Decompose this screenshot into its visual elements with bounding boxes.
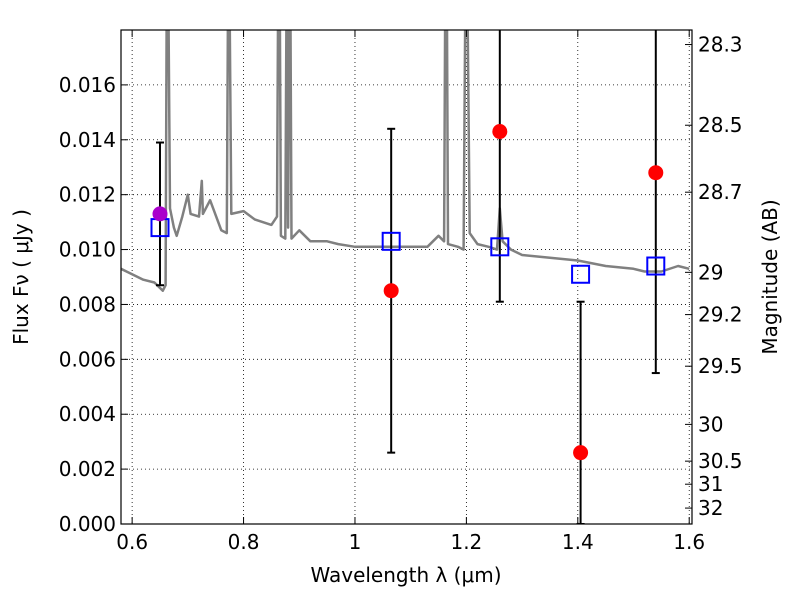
right-tick-label: 28.5 [698,113,743,137]
spectrum-line [121,30,690,292]
y-tick-label: 0.012 [59,183,116,207]
x-tick-label: 1.6 [673,530,705,554]
x-tick-label: 1.4 [562,530,594,554]
model-square-point [490,237,510,257]
x-tick-label: 0.8 [228,530,260,554]
y-tick-label: 0.000 [59,512,116,536]
plot-area [121,30,690,524]
x-tick-label: 1 [349,530,362,554]
right-tick-label: 29.2 [698,303,743,327]
right-tick-label: 29 [698,260,723,284]
right-axis-title: Magnitude (AB) [758,199,782,354]
model-square-point [646,256,666,276]
y-tick-label: 0.010 [59,238,116,262]
model-square-point [381,231,401,251]
observed-point [152,206,168,222]
y-tick-label: 0.016 [59,73,116,97]
axis-ticks: 0.6 0.8 1 1.2 1.4 1.6 0.000 0.002 0.004 0.006 0.00… [59,30,743,554]
x-tick-label: 1.2 [450,530,482,554]
right-tick-label: 28.7 [698,180,743,204]
right-tick-label: 30.5 [698,449,743,473]
observed-point [492,124,508,140]
markers [150,124,666,461]
y-axis-title: Flux Fν ( μJy ) [9,209,33,345]
x-tick-label: 0.6 [116,530,148,554]
observed-point [573,445,589,461]
plot-frame [120,29,693,525]
y-tick-label: 0.004 [59,402,116,426]
right-tick-label: 32 [698,496,723,520]
y-tick-label: 0.002 [59,457,116,481]
observed-point [383,283,399,299]
right-tick-label: 31 [698,472,723,496]
x-axis-title: Wavelength λ (μm) [310,563,501,587]
plot-background [121,30,692,524]
model-square-point [571,264,591,284]
right-tick-label: 28.3 [698,33,743,57]
y-tick-label: 0.014 [59,128,116,152]
observed-point [648,165,664,181]
right-tick-label: 30 [698,412,723,436]
y-tick-label: 0.006 [59,347,116,371]
right-tick-label: 29.5 [698,354,743,378]
y-tick-label: 0.008 [59,292,116,316]
